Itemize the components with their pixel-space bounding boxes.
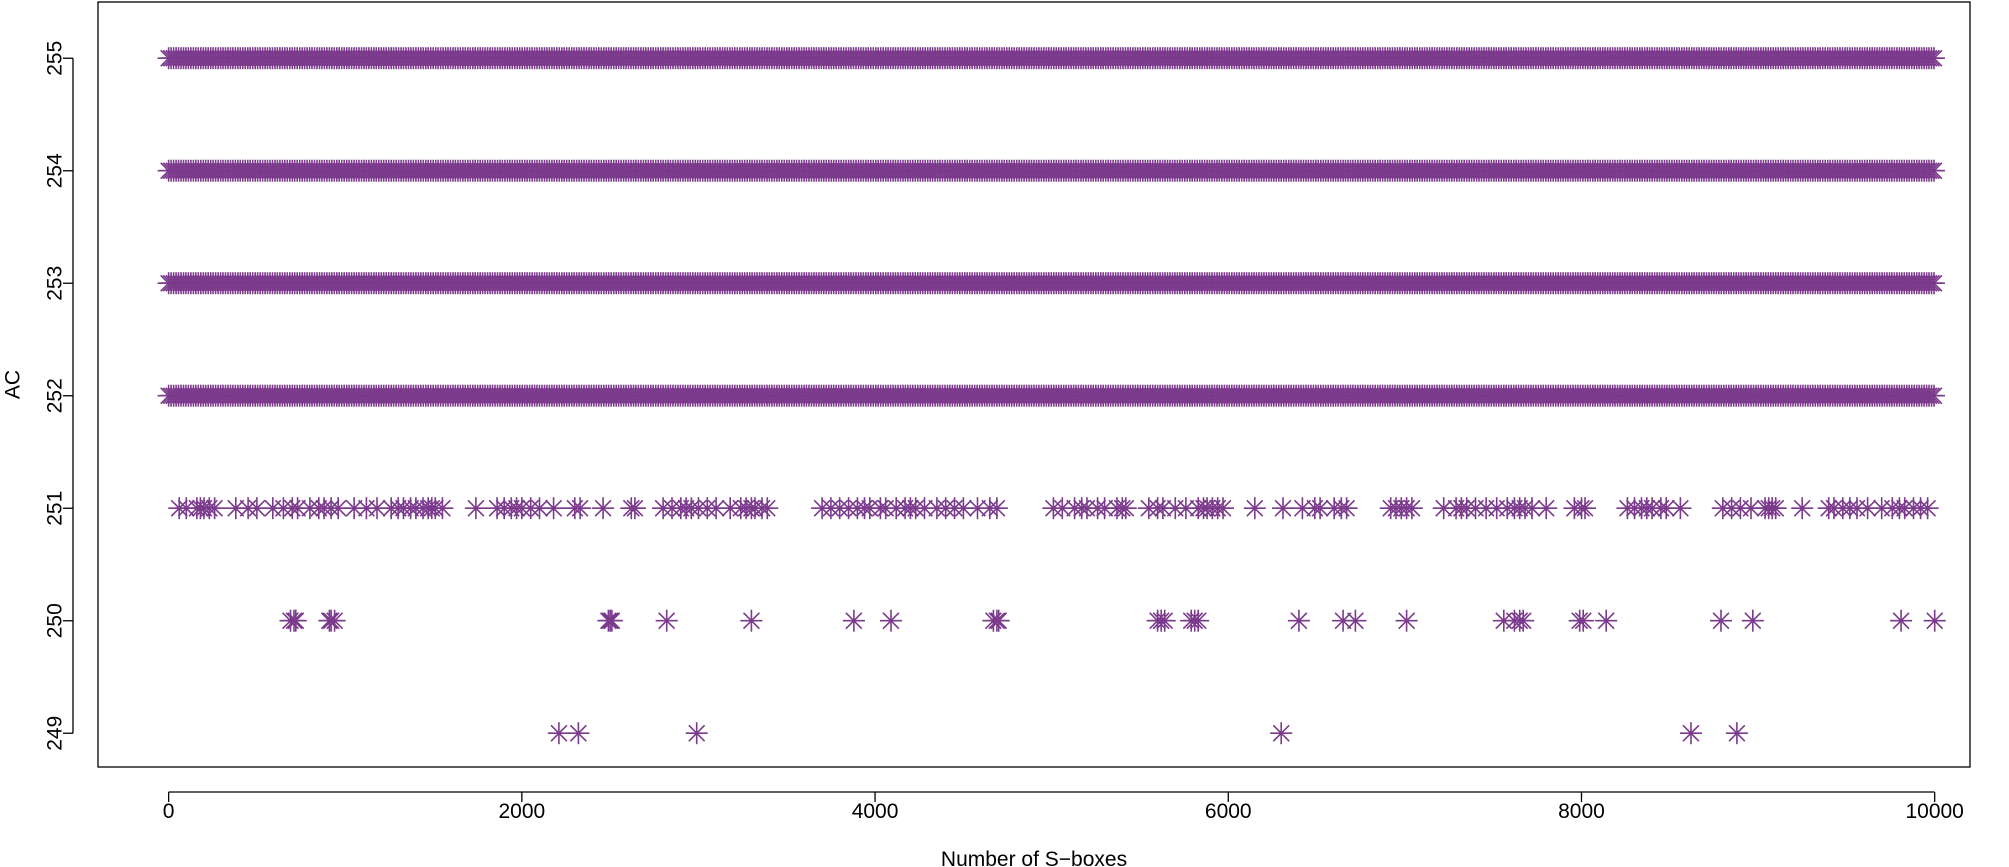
data-point <box>592 497 615 520</box>
x-tick-label: 6000 <box>1205 800 1252 823</box>
data-point <box>1395 609 1418 632</box>
data-point <box>1535 497 1558 520</box>
data-point <box>431 497 454 520</box>
data-point <box>1923 47 1945 70</box>
data-point <box>1153 609 1176 632</box>
data-point <box>1916 497 1939 520</box>
data-point <box>1114 497 1137 520</box>
data-point <box>1272 497 1294 520</box>
data-point <box>1187 609 1210 632</box>
data-point <box>569 497 592 520</box>
x-tick-label: 8000 <box>1558 800 1605 823</box>
data-point <box>542 497 565 520</box>
data-point <box>547 722 570 745</box>
y-tick-label: 249 <box>43 716 66 751</box>
data-point <box>842 609 865 632</box>
data-point <box>1923 159 1945 182</box>
data-point <box>1574 497 1596 520</box>
y-tick-label: 255 <box>43 41 66 76</box>
data-point <box>623 497 646 520</box>
data-point <box>1512 609 1535 632</box>
y-tick-label: 251 <box>43 491 66 526</box>
data-point <box>600 609 623 632</box>
x-tick-label: 10000 <box>1905 800 1963 823</box>
data-point <box>756 497 779 520</box>
data-point <box>464 497 487 520</box>
data-point <box>1400 497 1423 520</box>
data-point <box>1923 272 1945 295</box>
data-point <box>1923 384 1945 407</box>
data-point <box>1595 609 1618 632</box>
data-points <box>157 47 1946 745</box>
data-point <box>1890 609 1913 632</box>
y-axis: 249 250 251 252 253 254 255 <box>43 41 74 751</box>
data-point <box>1741 609 1764 632</box>
x-tick-label: 2000 <box>498 800 545 823</box>
data-point <box>1270 722 1293 745</box>
data-point <box>685 722 708 745</box>
data-point <box>655 609 678 632</box>
data-point <box>203 497 226 520</box>
data-point <box>1344 609 1367 632</box>
y-tick-label: 252 <box>43 378 66 413</box>
data-point <box>1923 609 1946 632</box>
data-point <box>1287 609 1310 632</box>
x-tick-label: 0 <box>163 800 175 823</box>
y-tick-label: 250 <box>43 603 66 638</box>
x-axis-title: Number of S−boxes <box>941 848 1127 867</box>
x-tick-label: 4000 <box>852 800 899 823</box>
data-point <box>987 609 1010 632</box>
y-tick-label: 254 <box>43 153 66 188</box>
data-point <box>1335 497 1358 520</box>
plot-frame <box>97 1 1971 768</box>
data-point <box>1791 497 1814 520</box>
data-point <box>1764 497 1787 520</box>
data-point <box>1725 722 1748 745</box>
x-axis: 0 2000 4000 6000 8000 10000 <box>163 791 1964 823</box>
data-point <box>1669 497 1692 520</box>
data-point <box>1243 497 1266 520</box>
data-point <box>740 609 763 632</box>
data-point <box>323 609 346 632</box>
data-point <box>284 609 307 632</box>
data-point <box>880 609 902 632</box>
y-axis-title: AC <box>1 370 24 399</box>
data-point <box>567 722 590 745</box>
data-point <box>1212 497 1234 520</box>
data-point <box>985 497 1008 520</box>
data-point <box>1680 722 1702 745</box>
y-tick-label: 253 <box>43 266 66 301</box>
data-point <box>1710 609 1732 632</box>
data-point <box>1572 609 1595 632</box>
